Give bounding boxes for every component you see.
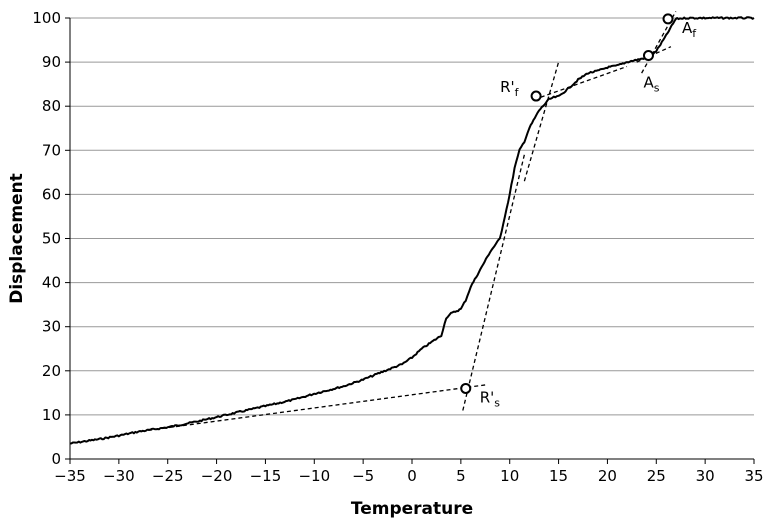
- y-tick-label-0: 0: [51, 450, 61, 468]
- x-tick-label-0: −35: [54, 467, 86, 485]
- tangent-line-1: [462, 154, 526, 411]
- tangent-line-2: [523, 61, 560, 182]
- x-tick-label-1: −30: [103, 467, 135, 485]
- y-tick-label-7: 70: [42, 141, 61, 159]
- x-tick-label-6: −5: [352, 467, 374, 485]
- marker-point-1: [530, 90, 542, 102]
- x-axis-title: Temperature: [351, 499, 473, 519]
- y-tick-label-9: 90: [42, 53, 61, 71]
- y-tick-label-3: 30: [42, 318, 61, 336]
- marker-point-2: [642, 49, 654, 61]
- y-tick-label-4: 40: [42, 274, 61, 292]
- y-axis-ticks: 0 10 20 30 40 50 60 70 80 90 100: [32, 9, 70, 468]
- y-tick-label-10: 100: [32, 9, 61, 27]
- x-tick-label-12: 25: [647, 467, 666, 485]
- y-tick-label-8: 80: [42, 97, 61, 115]
- series-line-0: [69, 16, 755, 445]
- x-tick-label-5: −10: [298, 467, 330, 485]
- marker-label-2: As: [643, 73, 659, 94]
- marker-point-3: [662, 13, 674, 25]
- tangent-lines: [148, 11, 677, 431]
- marker-label-1: R'f: [500, 78, 520, 99]
- x-tick-label-3: −20: [201, 467, 233, 485]
- y-tick-label-5: 50: [42, 230, 61, 248]
- marker-point-0: [460, 382, 472, 394]
- y-tick-label-2: 20: [42, 362, 61, 380]
- grid-lines: [70, 17, 754, 416]
- x-tick-label-9: 10: [500, 467, 519, 485]
- x-axis-ticks: −35 −30 −25 −20 −15 −10 −5 0 5 10 15 20 25 30 35: [54, 459, 764, 485]
- x-tick-label-10: 15: [549, 467, 568, 485]
- y-tick-label-1: 10: [42, 406, 61, 424]
- marker-label-0: R's: [480, 388, 501, 409]
- x-tick-label-7: 0: [407, 467, 417, 485]
- marked-points: R's R'f As Af: [460, 13, 697, 409]
- x-tick-label-11: 20: [598, 467, 617, 485]
- x-tick-label-4: −15: [250, 467, 282, 485]
- y-tick-label-6: 60: [42, 185, 61, 203]
- x-tick-label-2: −25: [152, 467, 184, 485]
- tangent-line-3: [533, 65, 628, 101]
- x-tick-label-13: 30: [696, 467, 715, 485]
- marker-label-3: Af: [682, 19, 697, 40]
- series-group: [69, 16, 755, 445]
- x-tick-label-8: 5: [456, 467, 466, 485]
- tangent-line-4: [636, 46, 672, 63]
- y-axis-title: Displacement: [7, 173, 27, 304]
- tangent-line-0: [148, 384, 486, 431]
- x-tick-label-14: 35: [744, 467, 763, 485]
